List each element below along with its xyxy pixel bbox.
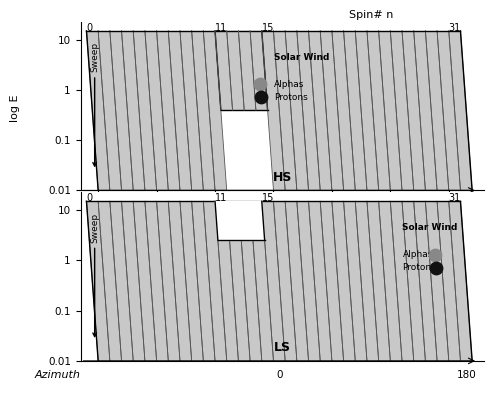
Text: Solar Wind: Solar Wind <box>402 223 458 232</box>
Polygon shape <box>133 31 157 190</box>
Text: log E: log E <box>10 95 20 122</box>
Text: HS: HS <box>273 171 292 184</box>
Text: 31: 31 <box>449 193 461 203</box>
Polygon shape <box>121 201 145 361</box>
Polygon shape <box>308 201 332 361</box>
Polygon shape <box>402 201 425 361</box>
Polygon shape <box>168 31 192 190</box>
Text: Sweep: Sweep <box>90 213 99 336</box>
Polygon shape <box>437 201 461 361</box>
Point <box>256 81 264 87</box>
Polygon shape <box>203 31 227 190</box>
Polygon shape <box>227 31 244 110</box>
Polygon shape <box>110 201 133 361</box>
Polygon shape <box>110 31 133 190</box>
Polygon shape <box>425 201 449 361</box>
Polygon shape <box>98 201 121 361</box>
Polygon shape <box>274 201 297 361</box>
Polygon shape <box>449 31 472 190</box>
Polygon shape <box>437 31 461 190</box>
Polygon shape <box>285 31 308 190</box>
Text: Solar Wind: Solar Wind <box>274 53 329 62</box>
Polygon shape <box>308 31 332 190</box>
Polygon shape <box>157 201 180 361</box>
Polygon shape <box>241 241 262 361</box>
Polygon shape <box>238 31 256 110</box>
Text: 0: 0 <box>87 23 93 33</box>
Polygon shape <box>227 31 244 110</box>
Point <box>431 251 439 258</box>
Polygon shape <box>297 201 320 361</box>
Polygon shape <box>344 201 367 361</box>
Polygon shape <box>192 31 215 190</box>
Polygon shape <box>274 31 297 190</box>
Polygon shape <box>262 31 285 190</box>
Polygon shape <box>320 201 344 361</box>
Polygon shape <box>414 31 437 190</box>
Polygon shape <box>320 31 344 190</box>
Text: 11: 11 <box>215 23 227 33</box>
Polygon shape <box>414 201 437 361</box>
Text: 0: 0 <box>463 200 470 210</box>
Polygon shape <box>145 201 168 361</box>
Text: 0: 0 <box>87 193 93 203</box>
Polygon shape <box>145 31 168 190</box>
Text: LS: LS <box>274 341 291 354</box>
Text: Protons: Protons <box>274 93 307 102</box>
Polygon shape <box>402 31 425 190</box>
Polygon shape <box>344 31 367 190</box>
Polygon shape <box>230 241 250 361</box>
Polygon shape <box>98 31 121 190</box>
Text: 180: 180 <box>457 370 476 380</box>
Text: 0: 0 <box>276 370 283 380</box>
Polygon shape <box>425 31 449 190</box>
Text: 11: 11 <box>215 193 227 203</box>
Polygon shape <box>355 31 379 190</box>
Text: Azimuth: Azimuth <box>35 370 81 380</box>
Polygon shape <box>238 31 256 110</box>
Polygon shape <box>262 201 285 361</box>
Text: Protons: Protons <box>402 263 436 272</box>
Text: Alphas: Alphas <box>274 80 304 89</box>
Polygon shape <box>390 31 414 190</box>
Polygon shape <box>87 201 110 361</box>
Polygon shape <box>215 201 265 241</box>
Point <box>257 94 265 100</box>
Polygon shape <box>203 201 227 361</box>
Polygon shape <box>218 241 238 361</box>
Text: 15: 15 <box>262 23 274 33</box>
Polygon shape <box>355 201 379 361</box>
Polygon shape <box>379 201 402 361</box>
Text: 15: 15 <box>262 193 274 203</box>
Text: 31: 31 <box>449 23 461 33</box>
Polygon shape <box>253 241 274 361</box>
Polygon shape <box>367 201 390 361</box>
Polygon shape <box>250 31 268 110</box>
Polygon shape <box>157 31 180 190</box>
Polygon shape <box>332 201 355 361</box>
Text: Spin# n: Spin# n <box>349 10 393 20</box>
Polygon shape <box>285 201 308 361</box>
Text: Sweep: Sweep <box>90 42 99 166</box>
Polygon shape <box>215 31 232 110</box>
Polygon shape <box>250 31 268 110</box>
Text: 180: 180 <box>270 200 289 210</box>
Polygon shape <box>215 31 232 110</box>
Polygon shape <box>215 31 268 110</box>
Polygon shape <box>332 31 355 190</box>
Polygon shape <box>379 31 402 190</box>
Polygon shape <box>180 31 203 190</box>
Polygon shape <box>367 31 390 190</box>
Polygon shape <box>192 201 215 361</box>
Polygon shape <box>121 31 145 190</box>
Polygon shape <box>390 201 414 361</box>
Polygon shape <box>297 31 320 190</box>
Polygon shape <box>180 201 203 361</box>
Polygon shape <box>87 31 110 190</box>
Polygon shape <box>133 201 157 361</box>
Polygon shape <box>449 201 472 361</box>
Point <box>432 264 440 271</box>
Polygon shape <box>168 201 192 361</box>
Text: Alphas: Alphas <box>402 250 433 259</box>
